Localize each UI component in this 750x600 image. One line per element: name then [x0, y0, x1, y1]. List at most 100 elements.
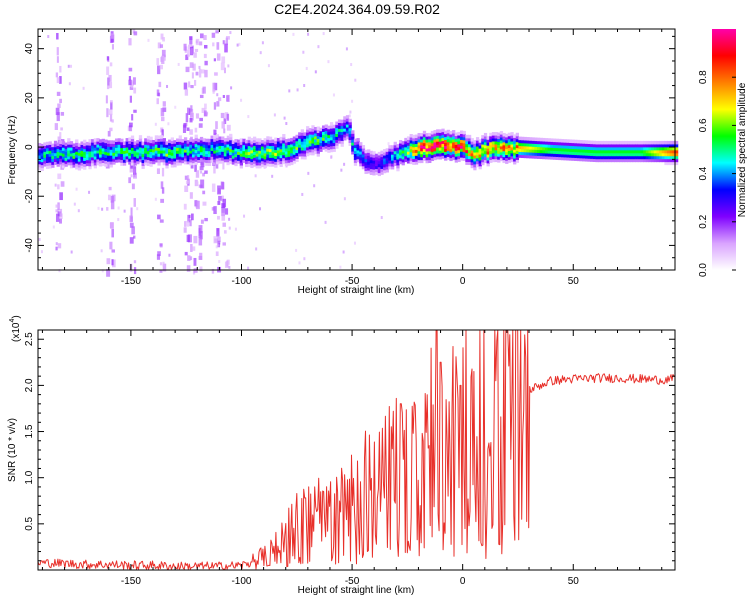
snr-y-multiplier-exp: 4	[9, 319, 16, 323]
heatmap-cell	[656, 146, 660, 151]
heatmap-cell	[643, 155, 647, 160]
heatmap-noise-cell	[201, 107, 206, 114]
heatmap-noise-cell	[157, 65, 161, 75]
heatmap-cell	[544, 146, 549, 151]
heatmap-cell	[428, 147, 432, 152]
heatmap-cell	[327, 134, 331, 139]
heatmap-cell	[88, 147, 92, 152]
heatmap-cell	[176, 147, 180, 151]
heatmap-cell	[345, 121, 350, 125]
heatmap-cell	[539, 137, 543, 142]
heatmap-cell	[183, 146, 188, 150]
heatmap-cell	[274, 161, 278, 165]
heatmap-cell	[348, 124, 352, 129]
heatmap-cell	[518, 148, 522, 152]
heatmap-cell	[316, 138, 320, 142]
heatmap-cell	[223, 155, 228, 160]
heatmap-cell	[380, 162, 384, 166]
heatmap-cell	[632, 143, 636, 148]
heatmap-cell	[404, 152, 408, 157]
heatmap-cell	[483, 138, 488, 143]
heatmap-cell	[454, 135, 458, 140]
heatmap-cell	[61, 156, 66, 160]
heatmap-cell	[515, 159, 520, 163]
heatmap-cell	[356, 143, 360, 148]
heatmap-cell	[91, 159, 95, 164]
heatmap-cell	[112, 149, 116, 153]
heatmap-cell	[529, 151, 533, 156]
heatmap-cell	[59, 158, 63, 162]
heatmap-cell	[372, 163, 376, 167]
heatmap-cell	[417, 138, 421, 143]
heatmap-cell	[555, 144, 559, 149]
heatmap-cell	[369, 162, 374, 167]
heatmap-cell	[375, 162, 379, 167]
heatmap-cell	[279, 136, 283, 141]
heatmap-cell	[308, 145, 312, 150]
heatmap-cell	[152, 157, 156, 162]
heatmap-cell	[412, 152, 416, 157]
heatmap-cell	[598, 152, 602, 157]
heatmap-cell	[669, 143, 673, 148]
heatmap-cell	[223, 158, 228, 163]
heatmap-cell	[40, 158, 44, 163]
heatmap-noise-cell	[112, 259, 116, 268]
x-tick-label: 50	[568, 576, 580, 587]
heatmap-noise-cell	[340, 168, 343, 172]
heatmap-cell	[332, 136, 336, 141]
heatmap-cell	[284, 159, 289, 164]
heatmap-cell	[640, 155, 644, 160]
heatmap-noise-cell	[220, 186, 224, 190]
heatmap-cell	[146, 147, 151, 152]
heatmap-noise-cell	[255, 247, 258, 251]
heatmap-cell	[197, 159, 201, 163]
heatmap-cell	[481, 135, 485, 139]
heatmap-noise-cell	[211, 32, 216, 38]
heatmap-cell	[348, 133, 352, 138]
heatmap-noise-cell	[348, 114, 351, 118]
heatmap-cell	[242, 144, 246, 149]
heatmap-cell	[117, 141, 121, 145]
heatmap-cell	[306, 140, 310, 145]
heatmap-noise-cell	[128, 76, 131, 81]
spectrogram-x-ticks: -150 -100 -50 0 50	[41, 29, 663, 287]
heatmap-cell	[138, 144, 143, 148]
heatmap-cell	[454, 141, 458, 145]
heatmap-noise-cell	[129, 237, 134, 244]
heatmap-cell	[462, 139, 466, 144]
heatmap-noise-cell	[70, 250, 73, 254]
snr-y-multiplier-base: (x10	[11, 322, 22, 342]
heatmap-cell	[149, 145, 153, 150]
heatmap-cell	[364, 152, 368, 157]
heatmap-cell	[430, 142, 435, 147]
heatmap-cell	[138, 146, 143, 151]
heatmap-cell	[276, 152, 281, 157]
heatmap-cell	[375, 171, 379, 175]
heatmap-cell	[287, 153, 291, 157]
heatmap-cell	[245, 154, 249, 159]
heatmap-noise-cell	[214, 72, 218, 76]
heatmap-noise-cell	[314, 70, 317, 74]
heatmap-cell	[53, 161, 58, 165]
heatmap-cell	[422, 148, 427, 153]
heatmap-cell	[260, 163, 265, 168]
heatmap-cell	[457, 146, 461, 151]
heatmap-cell	[85, 150, 90, 155]
heatmap-noise-cell	[57, 184, 60, 190]
heatmap-cell	[207, 153, 212, 158]
heatmap-cell	[250, 155, 254, 160]
heatmap-cell	[478, 156, 482, 161]
heatmap-noise-cell	[157, 92, 161, 97]
heatmap-noise-cell	[56, 112, 60, 122]
colorbar-tick-label: 0.4	[698, 166, 709, 180]
heatmap-cell	[518, 139, 522, 144]
heatmap-noise-cell	[157, 214, 161, 220]
heatmap-cell	[343, 131, 347, 135]
heatmap-cell	[454, 132, 458, 137]
heatmap-cell	[197, 144, 201, 149]
heatmap-cell	[152, 148, 156, 153]
heatmap-cell	[430, 139, 435, 144]
heatmap-cell	[356, 149, 360, 154]
heatmap-cell	[478, 139, 482, 143]
heatmap-cell	[99, 154, 103, 158]
